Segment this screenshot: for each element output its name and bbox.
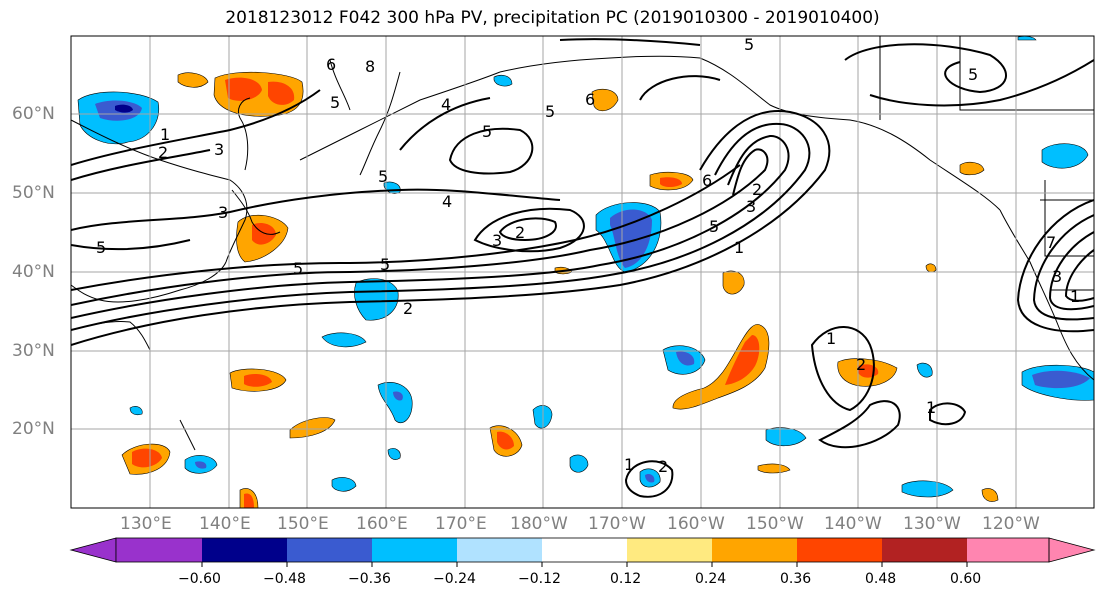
colorbar-tick-label: 0.60 (950, 571, 982, 587)
contour-label: 1 (624, 455, 634, 474)
contour-label: 8 (365, 57, 375, 76)
lon-label: 120°W (982, 514, 1040, 534)
lon-label: 180°W (510, 514, 568, 534)
lon-label: 130°E (120, 514, 172, 534)
lat-label: 20°N (12, 419, 55, 439)
contour-label: 5 (330, 93, 340, 112)
contour-label: 5 (545, 102, 555, 121)
lat-label: 30°N (12, 341, 55, 361)
contour-label: 3 (214, 140, 224, 159)
contour-label: 6 (326, 55, 336, 74)
contour-label: 1 (826, 329, 836, 348)
contour-label: 5 (482, 122, 492, 141)
contour-label: 1 (1070, 287, 1080, 306)
lon-label: 170°W (588, 514, 646, 534)
colorbar-segment (202, 538, 287, 562)
contour-label: 2 (658, 457, 668, 476)
precipitation-shading (77, 36, 1094, 508)
lon-label: 160°W (667, 514, 725, 534)
lon-label: 160°E (356, 514, 408, 534)
lon-label: 150°E (277, 514, 329, 534)
contour-label: 1 (160, 125, 170, 144)
colorbar-segment (287, 538, 372, 562)
lon-label: 150°W (746, 514, 804, 534)
lat-label: 40°N (12, 262, 55, 282)
colorbar-high-extend (1048, 537, 1096, 563)
contour-label: 2 (515, 223, 525, 242)
contour-label: 1 (734, 238, 744, 257)
colorbar-segment (542, 538, 627, 562)
map-title: 2018123012 F042 300 hPa PV, precipitatio… (225, 8, 880, 28)
contour-label: 5 (96, 238, 106, 257)
lon-label: 170°E (435, 514, 487, 534)
contour-label: 2 (752, 180, 762, 199)
colorbar-segment (457, 538, 542, 562)
contour-label: 1 (926, 398, 936, 417)
contour-label: 7 (1046, 233, 1056, 252)
colorbar-segment (797, 538, 882, 562)
colorbar-segment (627, 538, 712, 562)
lat-label: 60°N (12, 104, 55, 124)
contour-label: 5 (378, 167, 388, 186)
contour-label: 2 (856, 355, 866, 374)
colorbar-segment (712, 538, 797, 562)
lon-label: 140°E (199, 514, 251, 534)
colorbar-segment (116, 538, 202, 562)
contour-label: 3 (1052, 267, 1062, 286)
contour-label: 3 (746, 197, 756, 216)
colorbar-segment (372, 538, 457, 562)
colorbar-tick-label: −0.36 (348, 571, 391, 587)
contour-label: 6 (585, 90, 595, 109)
contour-label: 3 (492, 231, 502, 250)
colorbar (69, 537, 1096, 567)
colorbar-segment (967, 538, 1049, 562)
contour-label: 2 (158, 143, 168, 162)
contour-label: 3 (218, 203, 228, 222)
lon-label: 130°W (903, 514, 961, 534)
contour-label: 5 (293, 259, 303, 278)
colorbar-tick-label: −0.48 (263, 571, 306, 587)
contour-label: 5 (744, 35, 754, 54)
colorbar-tick-label: 0.12 (610, 571, 642, 587)
contour-label: 5 (380, 255, 390, 274)
colorbar-tick-label: 0.36 (780, 571, 812, 587)
lat-label: 50°N (12, 183, 55, 203)
contour-label: 5 (968, 65, 978, 84)
colorbar-tick-label: 0.24 (695, 571, 727, 587)
colorbar-tick-label: −0.24 (433, 571, 476, 587)
contour-labels: 1 2 3 3 5 5 2 5 5 4 3 2 5 5 4 5 6 8 6 6 … (96, 35, 1080, 476)
contour-label: 5 (709, 217, 719, 236)
contour-label: 2 (403, 299, 413, 318)
colorbar-tick-label: −0.12 (518, 571, 561, 587)
gridlines (71, 36, 1094, 508)
colorbar-tick-label: −0.60 (178, 571, 221, 587)
colorbar-segment (882, 538, 967, 562)
pv-contours (71, 38, 1094, 498)
map-frame (70, 35, 1095, 509)
contour-label: 4 (442, 192, 452, 211)
lon-label: 140°W (824, 514, 882, 534)
contour-label: 6 (702, 171, 712, 190)
colorbar-low-extend (69, 537, 117, 563)
colorbar-tick-label: 0.48 (865, 571, 897, 587)
contour-label: 4 (441, 95, 451, 114)
